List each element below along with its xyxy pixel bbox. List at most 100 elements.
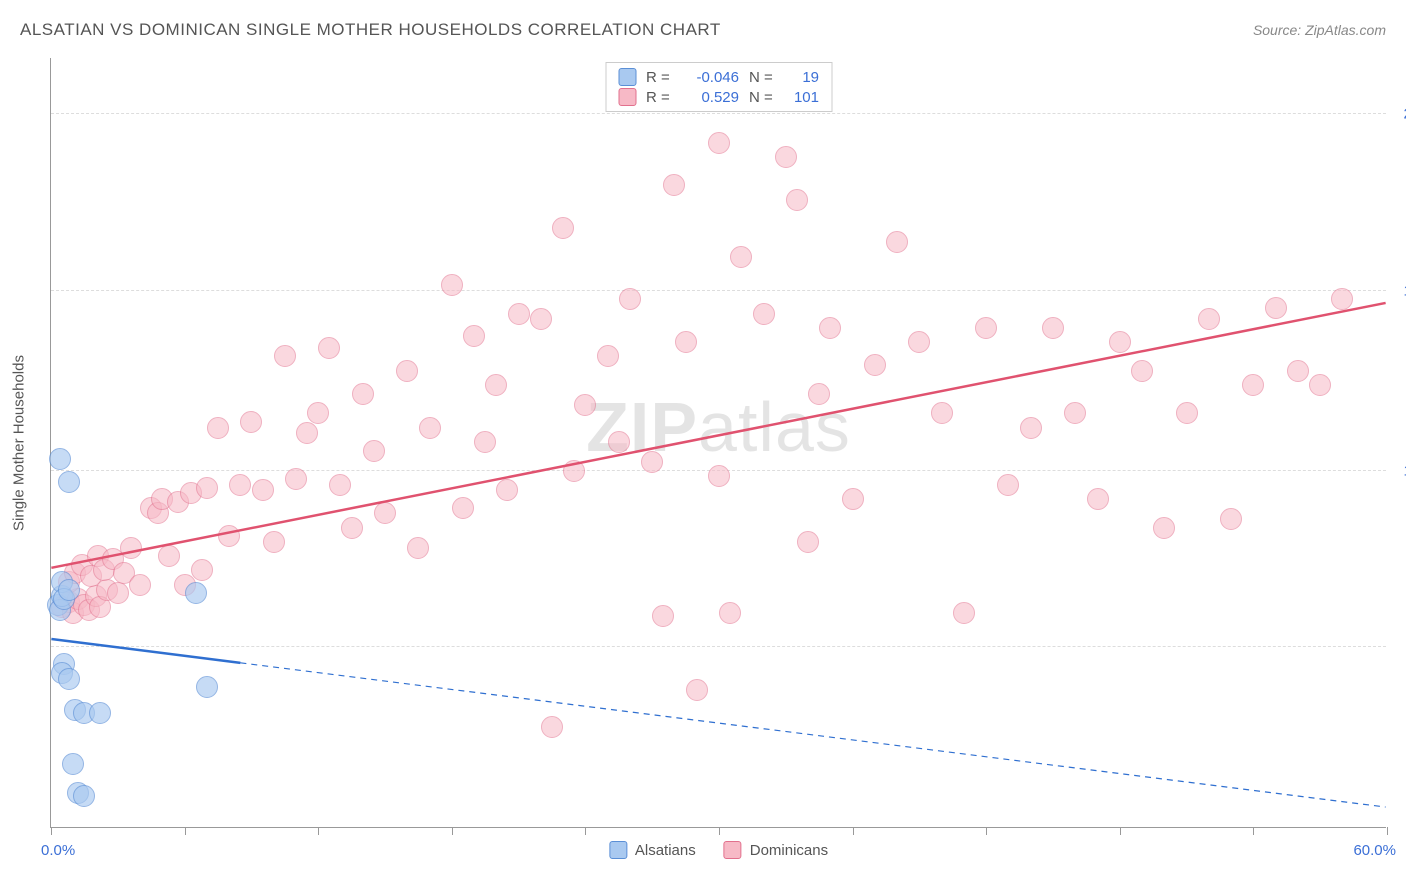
title-row: ALSATIAN VS DOMINICAN SINGLE MOTHER HOUS… <box>20 20 1386 40</box>
x-tick <box>986 827 987 835</box>
data-point <box>1198 308 1220 330</box>
data-point <box>608 431 630 453</box>
stats-legend-box: R =-0.046N =19R =0.529N =101 <box>605 62 832 112</box>
data-point <box>396 360 418 382</box>
data-point <box>931 402 953 424</box>
data-point <box>374 502 396 524</box>
watermark-brand: ZIP <box>586 388 698 466</box>
data-point <box>474 431 496 453</box>
x-tick <box>185 827 186 835</box>
x-tick <box>452 827 453 835</box>
data-point <box>62 753 84 775</box>
trend-line <box>51 639 240 663</box>
x-tick <box>1120 827 1121 835</box>
x-tick <box>51 827 52 835</box>
data-point <box>463 325 485 347</box>
x-tick <box>719 827 720 835</box>
x-axis-max-label: 60.0% <box>1353 842 1396 859</box>
data-point <box>997 474 1019 496</box>
legend-item: Alsatians <box>609 841 696 859</box>
series-legend: Alsatians Dominicans <box>609 841 828 859</box>
x-tick <box>318 827 319 835</box>
data-point <box>1153 517 1175 539</box>
data-point <box>263 531 285 553</box>
legend-item: Dominicans <box>724 841 828 859</box>
data-point <box>191 559 213 581</box>
data-point <box>797 531 819 553</box>
data-point <box>675 331 697 353</box>
data-point <box>563 460 585 482</box>
data-point <box>58 471 80 493</box>
data-point <box>641 451 663 473</box>
data-point <box>1331 288 1353 310</box>
source-name: ZipAtlas.com <box>1305 22 1386 38</box>
data-point <box>49 448 71 470</box>
data-point <box>597 345 619 367</box>
data-point <box>58 668 80 690</box>
y-axis-title: Single Mother Households <box>11 355 28 531</box>
data-point <box>441 274 463 296</box>
data-point <box>352 383 374 405</box>
data-point <box>953 602 975 624</box>
data-point <box>1042 317 1064 339</box>
x-axis-min-label: 0.0% <box>41 842 75 859</box>
x-tick <box>1387 827 1388 835</box>
data-point <box>89 702 111 724</box>
data-point <box>107 582 129 604</box>
data-point <box>229 474 251 496</box>
data-point <box>541 716 563 738</box>
n-label: N = <box>749 89 777 106</box>
legend-label: Dominicans <box>750 842 828 859</box>
data-point <box>1109 331 1131 353</box>
chart-title: ALSATIAN VS DOMINICAN SINGLE MOTHER HOUS… <box>20 20 721 40</box>
data-point <box>708 465 730 487</box>
data-point <box>218 525 240 547</box>
data-point <box>686 679 708 701</box>
data-point <box>1309 374 1331 396</box>
gridline <box>51 113 1386 114</box>
source-credit: Source: ZipAtlas.com <box>1253 22 1386 38</box>
data-point <box>719 602 741 624</box>
data-point <box>842 488 864 510</box>
data-point <box>730 246 752 268</box>
x-tick <box>1253 827 1254 835</box>
data-point <box>786 189 808 211</box>
data-point <box>1064 402 1086 424</box>
x-tick <box>585 827 586 835</box>
data-point <box>196 477 218 499</box>
data-point <box>663 174 685 196</box>
data-point <box>419 417 441 439</box>
data-point <box>1131 360 1153 382</box>
data-point <box>252 479 274 501</box>
data-point <box>185 582 207 604</box>
gridline <box>51 290 1386 291</box>
stats-row: R =-0.046N =19 <box>618 67 819 87</box>
trend-line <box>51 303 1385 568</box>
n-value: 101 <box>787 89 819 106</box>
data-point <box>196 676 218 698</box>
legend-swatch <box>724 841 742 859</box>
data-point <box>1242 374 1264 396</box>
data-point <box>485 374 507 396</box>
r-value: -0.046 <box>684 69 739 86</box>
data-point <box>574 394 596 416</box>
data-point <box>886 231 908 253</box>
r-value: 0.529 <box>684 89 739 106</box>
data-point <box>240 411 262 433</box>
data-point <box>274 345 296 367</box>
data-point <box>285 468 307 490</box>
data-point <box>775 146 797 168</box>
r-label: R = <box>646 89 674 106</box>
n-value: 19 <box>787 69 819 86</box>
data-point <box>864 354 886 376</box>
r-label: R = <box>646 69 674 86</box>
data-point <box>207 417 229 439</box>
data-point <box>619 288 641 310</box>
data-point <box>1287 360 1309 382</box>
trend-line <box>240 663 1385 807</box>
data-point <box>1087 488 1109 510</box>
data-point <box>496 479 518 501</box>
data-point <box>530 308 552 330</box>
data-point <box>1176 402 1198 424</box>
data-point <box>318 337 340 359</box>
